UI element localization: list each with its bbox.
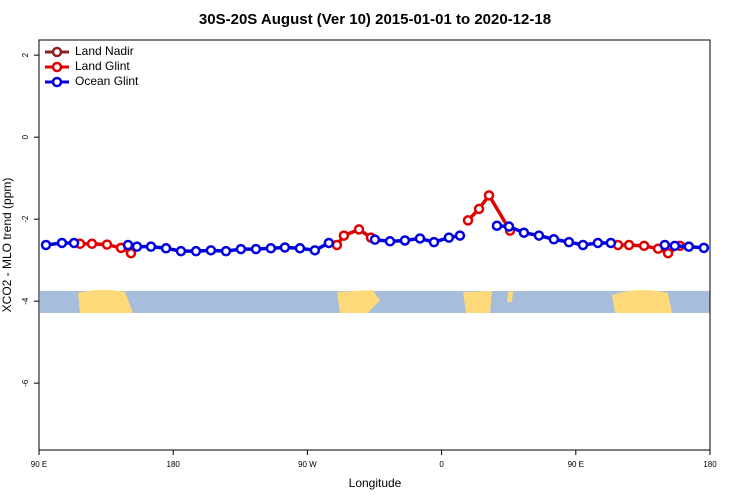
point: [662, 247, 674, 259]
chart-title: 30S-20S August (Ver 10) 2015-01-01 to 20…: [199, 11, 551, 28]
plot-frame: [38, 39, 711, 451]
point: [623, 239, 635, 251]
legend-label: Land Nadir: [75, 44, 134, 58]
x-tick-label: 180: [167, 460, 181, 469]
point: [384, 236, 396, 247]
point: [659, 239, 671, 251]
legend-label: Ocean Glint: [75, 74, 139, 88]
point: [294, 243, 306, 254]
point: [40, 239, 52, 251]
point: [220, 245, 232, 257]
point: [369, 234, 381, 245]
x-tick-label: 90 E: [568, 460, 584, 469]
series-line: [335, 227, 372, 247]
x-tick-label: 90 E: [31, 460, 47, 469]
y-tick-label: -6: [21, 379, 30, 387]
point: [190, 245, 202, 257]
legend-label: Land Glint: [75, 59, 130, 73]
legend-marker: [51, 76, 63, 88]
point: [592, 237, 604, 249]
point: [518, 227, 530, 238]
point: [491, 220, 503, 231]
point: [56, 237, 68, 249]
y-tick-label: -4: [21, 297, 30, 305]
legend-marker: [51, 61, 63, 73]
point: [86, 238, 98, 250]
x-tick-label: 180: [703, 460, 717, 469]
point: [145, 241, 157, 252]
point: [160, 243, 172, 254]
point: [683, 241, 695, 252]
point: [698, 242, 710, 254]
point: [577, 239, 589, 251]
point: [323, 237, 335, 249]
point: [443, 232, 455, 243]
map-strip: [40, 289, 710, 313]
point: [605, 237, 617, 249]
point: [175, 245, 187, 257]
legend-marker: [51, 46, 63, 58]
point: [131, 241, 143, 252]
point: [122, 239, 134, 251]
point: [503, 221, 515, 232]
point: [338, 230, 350, 241]
point: [250, 243, 262, 255]
point: [414, 233, 426, 244]
point: [101, 239, 113, 250]
point: [462, 215, 474, 226]
point: [483, 190, 495, 201]
point: [473, 203, 485, 215]
point: [235, 243, 247, 255]
point: [68, 237, 80, 249]
point: [669, 240, 681, 252]
point: [454, 230, 466, 241]
x-tick-label: 90 W: [298, 460, 317, 469]
y-tick-label: -2: [21, 215, 30, 223]
point: [399, 235, 411, 246]
y-tick-label: 0: [21, 134, 30, 139]
x-axis-label: Longitude: [349, 476, 402, 490]
series-line: [466, 192, 512, 232]
x-tick-label: 0: [439, 460, 444, 469]
point: [563, 236, 575, 248]
point: [428, 236, 440, 248]
point: [533, 230, 545, 241]
point: [353, 224, 365, 235]
y-axis-label: XCO2 - MLO trend (ppm): [0, 178, 14, 313]
point: [279, 242, 291, 253]
point: [548, 234, 560, 245]
point: [331, 239, 343, 251]
y-tick-label: 2: [21, 52, 30, 57]
point: [205, 245, 217, 256]
point: [309, 245, 321, 256]
point: [638, 240, 650, 252]
point: [265, 243, 277, 254]
